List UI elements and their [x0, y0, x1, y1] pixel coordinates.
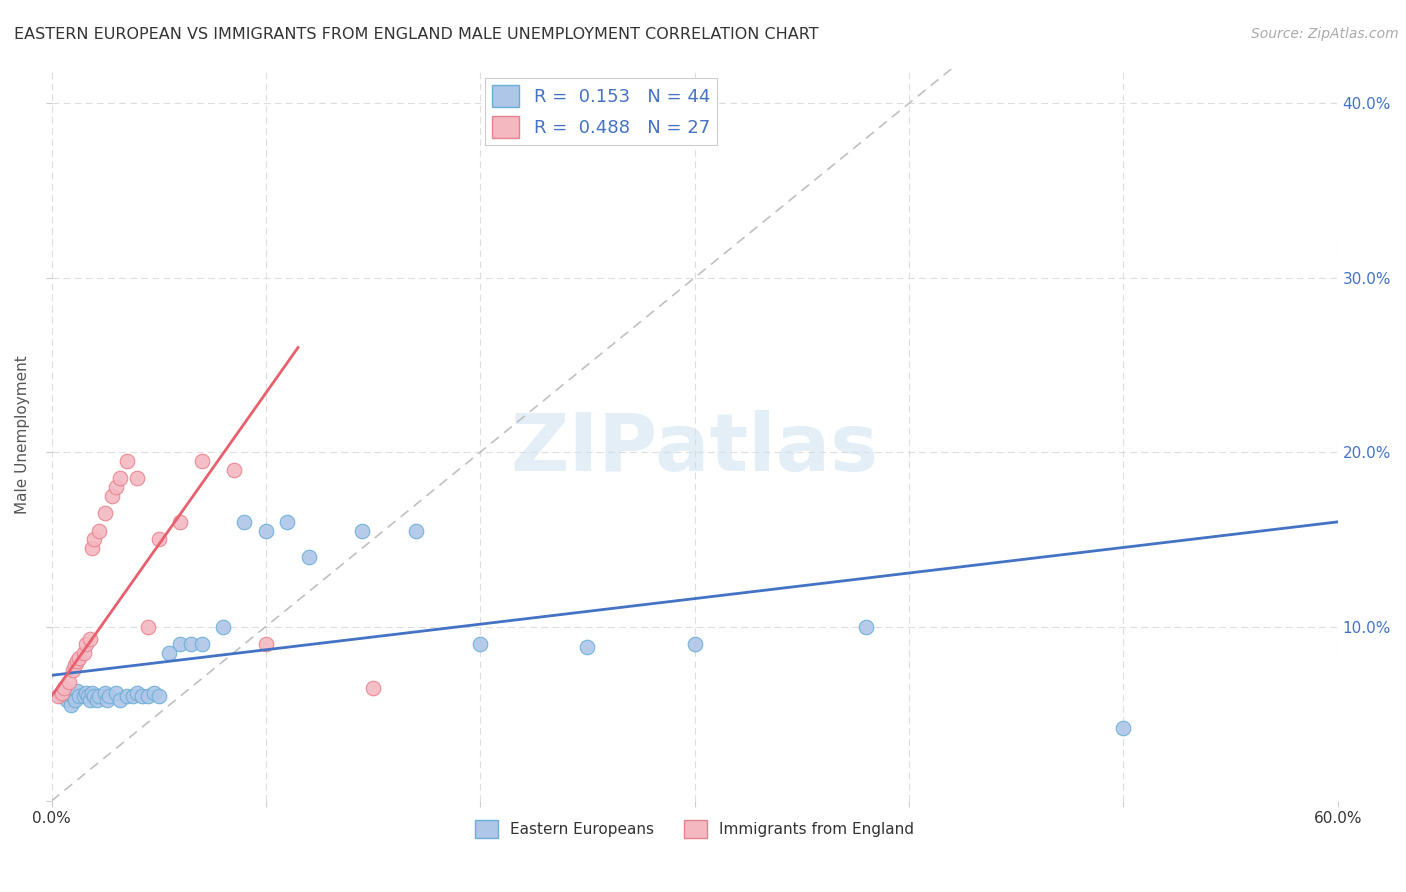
Point — [212, 619, 235, 633]
Point — [96, 692, 118, 706]
Point — [361, 681, 384, 695]
Text: EASTERN EUROPEAN VS IMMIGRANTS FROM ENGLAND MALE UNEMPLOYMENT CORRELATION CHART: EASTERN EUROPEAN VS IMMIGRANTS FROM ENGL… — [14, 27, 818, 42]
Point — [683, 637, 706, 651]
Y-axis label: Male Unemployment: Male Unemployment — [15, 355, 30, 514]
Point — [94, 686, 117, 700]
Point — [352, 524, 374, 538]
Point — [83, 690, 105, 704]
Point — [136, 619, 159, 633]
Point — [59, 698, 82, 712]
Point — [82, 541, 104, 555]
Point — [73, 646, 96, 660]
Point — [87, 690, 110, 704]
Point — [576, 640, 599, 655]
Point — [222, 462, 245, 476]
Point — [157, 646, 180, 660]
Point — [79, 692, 101, 706]
Point — [86, 692, 108, 706]
Point — [46, 690, 69, 704]
Point — [51, 690, 73, 704]
Point — [127, 471, 149, 485]
Text: ZIPatlas: ZIPatlas — [510, 410, 879, 488]
Point — [58, 675, 80, 690]
Point — [98, 690, 121, 704]
Point — [298, 549, 321, 564]
Point — [470, 637, 492, 651]
Point — [136, 690, 159, 704]
Point — [73, 690, 96, 704]
Point — [254, 524, 277, 538]
Point — [75, 637, 97, 651]
Point — [108, 471, 131, 485]
Point — [66, 684, 89, 698]
Point — [63, 692, 86, 706]
Point — [63, 657, 86, 672]
Point — [1112, 721, 1135, 735]
Point — [127, 686, 149, 700]
Point — [67, 651, 90, 665]
Point — [115, 454, 138, 468]
Point — [254, 637, 277, 651]
Point — [190, 637, 212, 651]
Point — [143, 686, 166, 700]
Point — [104, 480, 127, 494]
Point — [79, 632, 101, 646]
Point — [100, 489, 122, 503]
Point — [131, 690, 153, 704]
Point — [405, 524, 427, 538]
Point — [53, 681, 76, 695]
Point — [62, 690, 84, 704]
Point — [62, 663, 84, 677]
Point — [233, 515, 256, 529]
Point — [67, 690, 90, 704]
Point — [87, 524, 110, 538]
Point — [122, 690, 145, 704]
Point — [82, 686, 104, 700]
Point — [75, 686, 97, 700]
Legend: Eastern Europeans, Immigrants from England: Eastern Europeans, Immigrants from Engla… — [468, 814, 921, 845]
Point — [180, 637, 202, 651]
Point — [66, 654, 89, 668]
Point — [115, 690, 138, 704]
Point — [169, 515, 191, 529]
Point — [58, 686, 80, 700]
Point — [148, 690, 170, 704]
Point — [169, 637, 191, 651]
Point — [855, 619, 877, 633]
Point — [104, 686, 127, 700]
Point — [148, 533, 170, 547]
Text: Source: ZipAtlas.com: Source: ZipAtlas.com — [1251, 27, 1399, 41]
Point — [276, 515, 298, 529]
Point — [108, 692, 131, 706]
Point — [94, 506, 117, 520]
Point — [190, 454, 212, 468]
Point — [83, 533, 105, 547]
Point — [77, 690, 100, 704]
Point — [51, 686, 73, 700]
Point — [55, 692, 77, 706]
